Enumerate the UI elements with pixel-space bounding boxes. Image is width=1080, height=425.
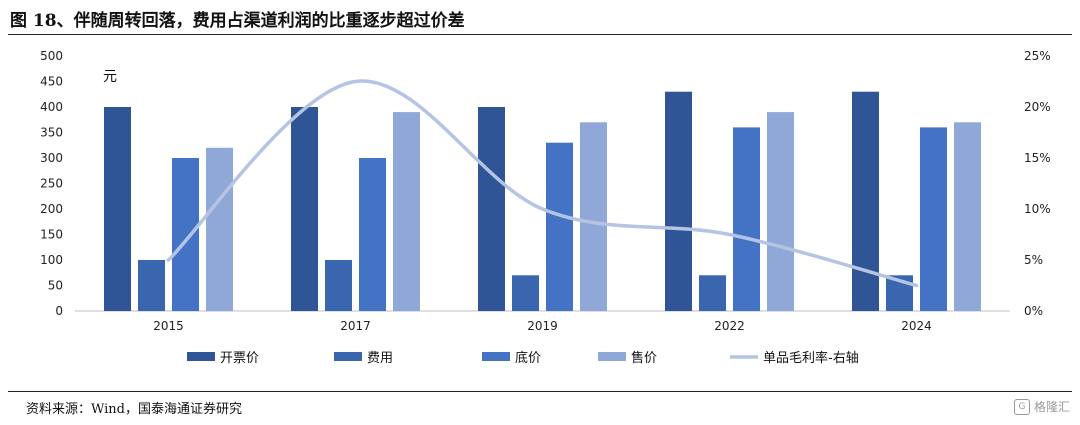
y-tick-label: 150 — [40, 228, 63, 242]
y-tick-label: 300 — [40, 151, 63, 165]
y-tick-label: 500 — [40, 49, 63, 63]
bar-费用-2022 — [699, 275, 726, 311]
title-divider — [8, 34, 1072, 35]
bar-开票价-2015 — [104, 107, 131, 311]
y-tick-label: 50 — [48, 279, 63, 293]
bar-售价-2017 — [393, 112, 420, 311]
y2-tick-label: 20% — [1024, 100, 1051, 114]
y-tick-label: 100 — [40, 253, 63, 267]
x-tick-label: 2015 — [153, 319, 184, 333]
watermark-logo-icon: G — [1013, 398, 1030, 415]
legend-label: 费用 — [367, 351, 393, 366]
y2-tick-label: 25% — [1024, 49, 1051, 63]
bar-底价-2024 — [920, 127, 947, 312]
source-divider — [8, 391, 1072, 392]
legend-label: 售价 — [631, 350, 657, 366]
x-axis-labels: 2015 2017 2019 2022 2024 — [153, 319, 932, 333]
bar-售价-2015 — [206, 147, 233, 311]
chart-title: 图 18、伴随周转回落，费用占渠道利润的比重逐步超过价差 — [10, 11, 465, 31]
y-tick-label: 0 — [55, 304, 63, 318]
bar-开票价-2019 — [478, 107, 505, 311]
bar-开票价-2024 — [852, 91, 879, 311]
bar-费用-2017 — [325, 260, 352, 311]
bars — [104, 91, 981, 312]
legend-label: 单品毛利率-右轴 — [763, 350, 859, 366]
y-tick-label: 200 — [40, 202, 63, 216]
bar-底价-2017 — [359, 158, 386, 311]
legend-swatch — [187, 352, 215, 361]
legend-swatch — [482, 352, 510, 361]
bar-底价-2015 — [172, 158, 199, 311]
x-tick-label: 2024 — [901, 319, 932, 333]
y-tick-label: 400 — [40, 100, 63, 114]
bar-底价-2022 — [733, 127, 760, 312]
legend-label: 底价 — [515, 350, 541, 366]
bar-开票价-2022 — [665, 91, 692, 311]
y-axis-right: 0% 5% 10% 15% 20% 25% — [1024, 49, 1051, 318]
bar-售价-2019 — [580, 122, 607, 311]
bar-费用-2015 — [138, 260, 165, 311]
legend: 开票价 费用 底价 售价 单品毛利率-右轴 — [187, 350, 859, 366]
bar-开票价-2017 — [291, 107, 318, 311]
y-tick-label: 350 — [40, 126, 63, 140]
y-axis-left: 0 50 100 150 200 250 300 350 400 450 500 — [40, 49, 63, 318]
y2-tick-label: 5% — [1024, 253, 1043, 267]
margin-line — [166, 79, 919, 288]
y-tick-label: 250 — [40, 177, 63, 191]
line-series-margin — [166, 79, 919, 288]
watermark: G 格隆汇 — [1013, 398, 1070, 415]
y2-tick-label: 10% — [1024, 202, 1051, 216]
bar-费用-2019 — [512, 275, 539, 311]
y-axis-unit-label: 元 — [103, 69, 117, 85]
bar-售价-2022 — [767, 112, 794, 311]
source-note: 资料来源：Wind，国泰海通证券研究 — [26, 402, 242, 417]
x-tick-label: 2019 — [527, 319, 558, 333]
legend-label: 开票价 — [220, 351, 259, 366]
bar-售价-2024 — [954, 122, 981, 311]
y-tick-label: 450 — [40, 75, 63, 89]
chart: 0 50 100 150 200 250 300 350 400 450 500 0% 5% 10% 15… — [40, 49, 1051, 366]
x-tick-label: 2022 — [714, 319, 745, 333]
x-tick-label: 2017 — [340, 319, 371, 333]
legend-swatch — [598, 352, 626, 361]
legend-swatch — [334, 352, 362, 361]
y2-tick-label: 15% — [1024, 151, 1051, 165]
bar-底价-2019 — [546, 142, 573, 311]
watermark-text: 格隆汇 — [1033, 400, 1070, 414]
y2-tick-label: 0% — [1024, 304, 1043, 318]
